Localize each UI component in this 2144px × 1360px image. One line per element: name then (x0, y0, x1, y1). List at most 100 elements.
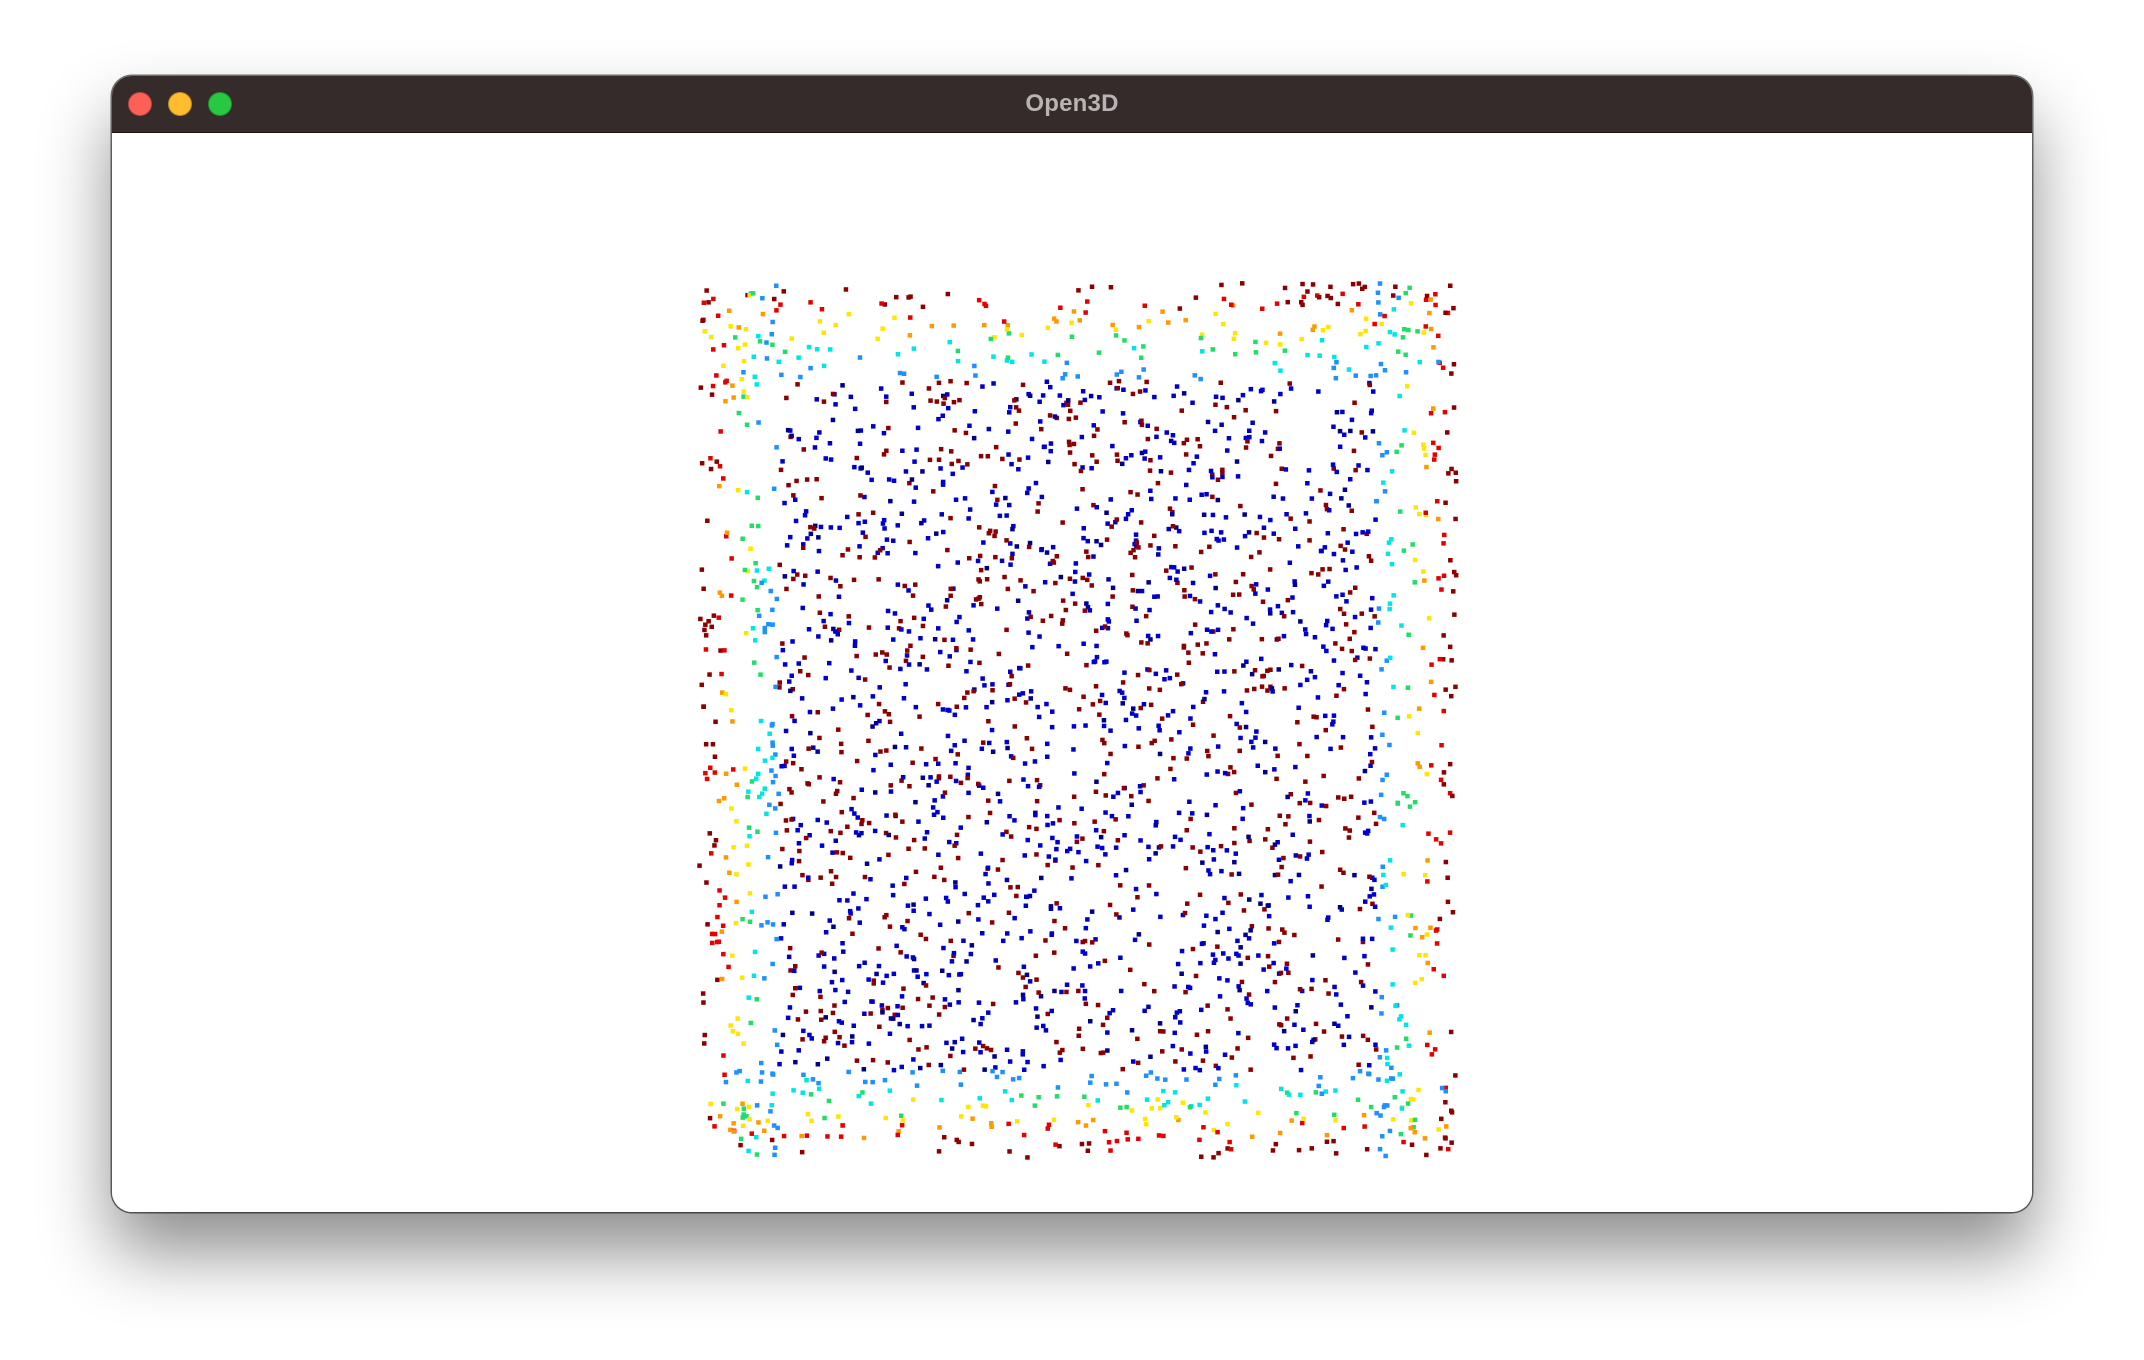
point (1082, 951, 1088, 956)
point (907, 784, 912, 789)
point (995, 497, 1000, 503)
point (1188, 1051, 1193, 1056)
point (1152, 988, 1157, 994)
point (1312, 324, 1317, 329)
title-bar[interactable]: Open3D (112, 76, 2032, 133)
point (1031, 588, 1036, 594)
point (980, 384, 985, 389)
point (1100, 409, 1105, 414)
point (1023, 700, 1029, 705)
point (1198, 960, 1203, 966)
point (1207, 831, 1212, 837)
point (1015, 884, 1020, 890)
point (1205, 419, 1211, 425)
point (1185, 901, 1190, 906)
point (1210, 512, 1216, 518)
point (947, 654, 952, 659)
point (935, 809, 940, 815)
point (906, 629, 912, 634)
point (1271, 1042, 1277, 1047)
point (709, 624, 714, 630)
close-button[interactable] (128, 92, 152, 116)
point (1333, 1151, 1339, 1156)
point (788, 968, 793, 973)
point (843, 287, 849, 292)
point (1008, 669, 1013, 674)
point (1050, 821, 1056, 826)
point (1020, 992, 1026, 998)
point (891, 1067, 897, 1073)
point (746, 1104, 752, 1110)
point (1176, 1117, 1181, 1123)
point (736, 345, 741, 351)
point (1023, 903, 1029, 908)
minimize-button[interactable] (168, 92, 192, 116)
point (1179, 408, 1184, 413)
point (990, 682, 995, 687)
point (1360, 1033, 1366, 1039)
point (1298, 1067, 1304, 1073)
point (1408, 301, 1414, 306)
point (1247, 838, 1252, 844)
point (1346, 367, 1352, 372)
point (982, 322, 987, 328)
point (978, 453, 984, 459)
point (1120, 680, 1126, 685)
point (1005, 323, 1010, 328)
point (1340, 291, 1345, 297)
point (1181, 645, 1187, 650)
point (794, 478, 799, 484)
point (899, 1113, 904, 1118)
point (1023, 984, 1028, 990)
point (1000, 1069, 1005, 1075)
point (1436, 445, 1441, 451)
point (1019, 1093, 1024, 1098)
point (772, 1028, 777, 1033)
point (1139, 422, 1145, 428)
maximize-button[interactable] (208, 92, 232, 116)
point (790, 992, 795, 998)
point-cloud-viewport[interactable] (112, 133, 2032, 1212)
point (903, 745, 909, 750)
point (927, 1023, 932, 1028)
point (1446, 471, 1451, 476)
point (1063, 607, 1069, 613)
point (1072, 579, 1078, 584)
point (1007, 778, 1012, 784)
point (1072, 601, 1078, 606)
point (1281, 1028, 1287, 1034)
point (1305, 753, 1310, 759)
point (1449, 371, 1454, 376)
point (892, 315, 897, 321)
point (806, 672, 811, 678)
point (884, 399, 889, 405)
point (1341, 527, 1346, 532)
point (1437, 656, 1443, 662)
point (1307, 519, 1312, 524)
point (1051, 316, 1057, 321)
point (1331, 719, 1336, 724)
point (797, 985, 803, 991)
point (1338, 543, 1343, 549)
point (1300, 1120, 1305, 1126)
point (876, 946, 881, 951)
point (773, 830, 779, 836)
point (782, 763, 787, 769)
point (1030, 644, 1035, 650)
point (1070, 865, 1075, 870)
point (1413, 505, 1418, 510)
point (1210, 475, 1215, 480)
point-cloud[interactable] (112, 133, 2032, 1212)
point (1044, 550, 1050, 555)
point (880, 545, 885, 551)
point (1271, 960, 1276, 966)
point (965, 772, 971, 777)
point (1109, 813, 1115, 819)
point (734, 899, 739, 905)
point (1268, 453, 1274, 459)
point (1397, 393, 1402, 399)
point (864, 861, 870, 866)
point (840, 383, 845, 388)
point (1279, 610, 1285, 616)
point (1211, 960, 1217, 965)
